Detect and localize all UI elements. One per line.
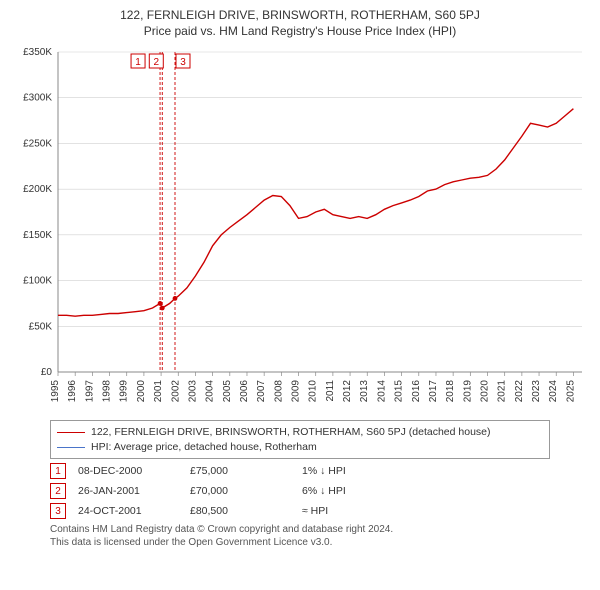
attribution: Contains HM Land Registry data © Crown c… xyxy=(50,523,590,549)
svg-text:2007: 2007 xyxy=(256,380,267,403)
event-date: 24-OCT-2001 xyxy=(78,505,178,517)
event-row: 1 08-DEC-2000 £75,000 1% ↓ HPI xyxy=(50,463,580,479)
svg-text:2012: 2012 xyxy=(342,380,353,403)
svg-text:£100K: £100K xyxy=(23,276,52,287)
event-price: £75,000 xyxy=(190,465,290,477)
legend-row: HPI: Average price, detached house, Roth… xyxy=(57,440,543,455)
svg-text:£200K: £200K xyxy=(23,184,52,195)
legend-row: 122, FERNLEIGH DRIVE, BRINSWORTH, ROTHER… xyxy=(57,425,543,440)
svg-text:2: 2 xyxy=(154,57,160,68)
title-block: 122, FERNLEIGH DRIVE, BRINSWORTH, ROTHER… xyxy=(10,8,590,38)
legend-swatch-main xyxy=(57,432,85,433)
svg-text:2015: 2015 xyxy=(394,380,405,403)
event-marker-box: 1 xyxy=(50,463,66,479)
svg-text:2013: 2013 xyxy=(359,380,370,403)
svg-text:1: 1 xyxy=(135,57,141,68)
svg-text:£0: £0 xyxy=(41,367,53,378)
svg-text:2016: 2016 xyxy=(411,380,422,403)
event-hpi-diff: ≈ HPI xyxy=(302,505,392,517)
svg-text:2005: 2005 xyxy=(222,380,233,403)
attribution-line: Contains HM Land Registry data © Crown c… xyxy=(50,523,590,536)
svg-text:£250K: £250K xyxy=(23,138,52,149)
legend-label-hpi: HPI: Average price, detached house, Roth… xyxy=(91,440,317,455)
event-marker-box: 2 xyxy=(50,483,66,499)
line-chart: £0 £50K £100K £150K £200K £250K £300K £350K 1995… xyxy=(10,44,590,414)
svg-text:2022: 2022 xyxy=(514,380,525,403)
title-address: 122, FERNLEIGH DRIVE, BRINSWORTH, ROTHER… xyxy=(10,8,590,22)
svg-text:2003: 2003 xyxy=(187,380,198,403)
title-subtitle: Price paid vs. HM Land Registry's House … xyxy=(10,24,590,38)
legend: 122, FERNLEIGH DRIVE, BRINSWORTH, ROTHER… xyxy=(50,420,550,459)
svg-text:1995: 1995 xyxy=(50,380,61,403)
svg-text:2018: 2018 xyxy=(445,380,456,403)
svg-text:1997: 1997 xyxy=(84,380,95,403)
svg-text:2002: 2002 xyxy=(170,380,181,403)
svg-text:2020: 2020 xyxy=(480,380,491,403)
svg-text:2006: 2006 xyxy=(239,380,250,403)
svg-text:2004: 2004 xyxy=(205,380,216,403)
svg-text:2021: 2021 xyxy=(497,380,508,403)
event-marker-box: 3 xyxy=(50,503,66,519)
legend-swatch-hpi xyxy=(57,447,85,448)
events-table: 1 08-DEC-2000 £75,000 1% ↓ HPI 2 26-JAN-… xyxy=(50,463,580,519)
svg-text:2024: 2024 xyxy=(548,380,559,403)
svg-text:2010: 2010 xyxy=(308,380,319,403)
svg-text:£300K: £300K xyxy=(23,93,52,104)
svg-text:2019: 2019 xyxy=(462,380,473,403)
chart-area: £0 £50K £100K £150K £200K £250K £300K £350K 1995… xyxy=(10,44,590,414)
svg-text:2017: 2017 xyxy=(428,380,439,403)
attribution-line: This data is licensed under the Open Gov… xyxy=(50,536,590,549)
event-hpi-diff: 1% ↓ HPI xyxy=(302,465,392,477)
svg-text:2000: 2000 xyxy=(136,380,147,403)
svg-text:1998: 1998 xyxy=(102,380,113,403)
svg-text:£50K: £50K xyxy=(29,321,53,332)
svg-text:3: 3 xyxy=(180,57,186,68)
event-price: £70,000 xyxy=(190,485,290,497)
event-row: 2 26-JAN-2001 £70,000 6% ↓ HPI xyxy=(50,483,580,499)
event-date: 26-JAN-2001 xyxy=(78,485,178,497)
svg-text:£150K: £150K xyxy=(23,230,52,241)
event-hpi-diff: 6% ↓ HPI xyxy=(302,485,392,497)
svg-text:2023: 2023 xyxy=(531,380,542,403)
legend-label-main: 122, FERNLEIGH DRIVE, BRINSWORTH, ROTHER… xyxy=(91,425,491,440)
svg-text:2011: 2011 xyxy=(325,380,336,402)
event-price: £80,500 xyxy=(190,505,290,517)
svg-text:2014: 2014 xyxy=(376,380,387,403)
svg-text:1999: 1999 xyxy=(119,380,130,403)
svg-text:2009: 2009 xyxy=(291,380,302,403)
svg-text:£350K: £350K xyxy=(23,47,52,58)
svg-text:1996: 1996 xyxy=(67,380,78,403)
event-date: 08-DEC-2000 xyxy=(78,465,178,477)
svg-text:2001: 2001 xyxy=(153,380,164,403)
chart-container: 122, FERNLEIGH DRIVE, BRINSWORTH, ROTHER… xyxy=(0,0,600,555)
svg-text:2008: 2008 xyxy=(273,380,284,403)
event-row: 3 24-OCT-2001 £80,500 ≈ HPI xyxy=(50,503,580,519)
svg-text:2025: 2025 xyxy=(565,380,576,403)
